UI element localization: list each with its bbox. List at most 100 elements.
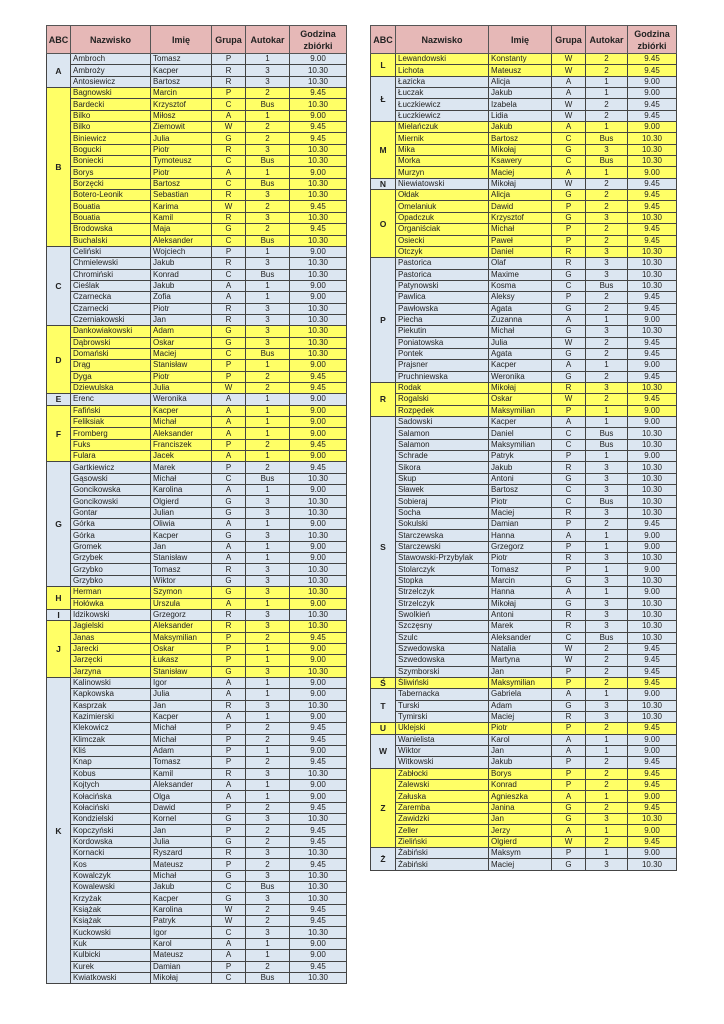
time-cell: 9.45 (289, 200, 347, 213)
table-row: Turski Adam G 3 10.30 (371, 699, 677, 712)
surname-cell: Strzelczyk (395, 597, 489, 610)
surname-cell: Salamon (395, 427, 489, 440)
surname-cell: Załuska (395, 790, 489, 803)
surname-cell: Szwedowska (395, 642, 489, 656)
first-name-cell: Martyna (488, 654, 552, 667)
group-cell: C (211, 347, 246, 361)
bus-cell: 1 (585, 450, 628, 463)
time-cell: 9.45 (627, 200, 677, 213)
surname-cell: Domański (70, 347, 151, 361)
time-cell: 10.30 (289, 699, 347, 712)
bus-cell: 2 (245, 858, 290, 871)
header-bus: Autokar (245, 25, 290, 54)
bus-cell: Bus (585, 495, 628, 508)
time-cell: 10.30 (289, 257, 347, 270)
first-name-cell: Olgierd (150, 495, 212, 508)
bus-cell: 2 (245, 631, 290, 644)
letter-group-cell: B (46, 87, 71, 247)
letter-group-cell: O (370, 189, 396, 259)
table-row: Janas Maksymilian P 2 9.45 (47, 631, 347, 644)
group-cell: G (551, 370, 586, 383)
first-name-cell: Zuzanna (488, 313, 552, 327)
bus-cell: Bus (585, 631, 628, 644)
letter-group-cell: I (46, 608, 71, 622)
first-name-cell: Łukasz (150, 654, 212, 667)
first-name-cell: Karol (150, 937, 212, 951)
surname-cell: Ambroży (70, 64, 151, 77)
group-cell: P (211, 245, 246, 259)
first-name-cell: Lidia (488, 109, 552, 123)
bus-cell: 2 (585, 177, 628, 191)
surname-cell: Szulc (395, 631, 489, 644)
bus-cell: 3 (585, 381, 628, 395)
group-cell: P (211, 756, 246, 769)
table-row: Strzelczyk Mikołaj G 3 10.30 (371, 597, 677, 610)
first-name-cell: Agata (488, 347, 552, 361)
time-cell: 10.30 (627, 631, 677, 644)
bus-cell: 1 (245, 790, 290, 803)
bus-cell: 3 (245, 847, 290, 860)
surname-cell: Żabiński (395, 847, 489, 860)
first-name-cell: Maciej (488, 506, 552, 520)
surname-cell: Gąsowski (70, 472, 151, 486)
time-cell: 9.00 (289, 710, 347, 724)
surname-cell: Zawidzki (395, 813, 489, 826)
surname-cell: Bagnowski (70, 87, 151, 100)
group-cell: G (211, 869, 246, 883)
group-cell: R (211, 143, 246, 157)
table-row: Opadczuk Krzysztof G 3 10.30 (371, 211, 677, 225)
bus-cell: 3 (245, 586, 290, 599)
first-name-cell: Tomasz (150, 756, 212, 769)
table-row: Kulbicki Mateusz A 1 9.00 (47, 949, 347, 962)
first-name-cell: Karolina (150, 903, 212, 917)
table-row: O Ołdak Alicja G 2 9.45 (370, 189, 677, 259)
surname-cell: Gontar (70, 506, 151, 520)
letter-group-cell: D (46, 325, 71, 395)
time-cell: 10.30 (289, 313, 347, 327)
surname-cell: Bilko (70, 109, 151, 123)
first-name-cell: Igor (150, 676, 212, 690)
time-cell: 9.00 (289, 597, 347, 610)
time-cell: 9.00 (627, 75, 677, 89)
surname-cell: Borys (70, 166, 151, 179)
group-cell: A (551, 87, 586, 100)
table-row: Kuckowski Igor C 3 10.30 (47, 926, 347, 939)
time-cell: 10.30 (627, 268, 677, 281)
group-cell: P (551, 778, 586, 792)
bus-cell: 1 (585, 404, 628, 418)
surname-cell: Turski (395, 699, 489, 712)
surname-cell: Czarnecka (70, 291, 151, 304)
group-cell: P (551, 518, 586, 531)
table-row: Ż Żabiński Maksym P 1 9.00 (370, 847, 677, 871)
first-name-cell: Kamil (150, 211, 212, 225)
surname-cell: Brodowska (70, 223, 151, 236)
group-cell: G (211, 495, 246, 508)
group-cell: A (211, 540, 246, 554)
group-cell: A (551, 75, 586, 89)
surname-cell: Chmielewski (70, 257, 151, 270)
bus-cell: 2 (585, 518, 628, 531)
bus-cell: 1 (585, 75, 628, 89)
bus-cell: 1 (585, 313, 628, 327)
surname-cell: Antosiewicz (70, 75, 151, 89)
time-cell: 9.00 (289, 404, 347, 418)
bus-cell: 2 (585, 370, 628, 383)
first-name-cell: Igor (150, 926, 212, 939)
bus-cell: 3 (585, 608, 628, 622)
table-row: Książak Karolina W 2 9.45 (47, 903, 347, 917)
group-cell: G (551, 472, 586, 486)
surname-cell: Kalinowski (70, 676, 151, 690)
group-cell: R (551, 710, 586, 724)
bus-cell: 3 (245, 64, 290, 77)
letter-group-cell: H (46, 586, 71, 610)
first-name-cell: Michał (488, 325, 552, 338)
surname-cell: Piekutin (395, 325, 489, 338)
surname-cell: Cieślak (70, 279, 151, 293)
surname-cell: Celiński (70, 245, 151, 259)
time-cell: 9.45 (627, 756, 677, 769)
group-cell: R (211, 608, 246, 622)
group-cell: P (211, 631, 246, 644)
time-cell: 9.45 (289, 121, 347, 134)
surname-cell: Omelaniuk (395, 200, 489, 213)
first-name-cell: Weronika (150, 393, 212, 406)
